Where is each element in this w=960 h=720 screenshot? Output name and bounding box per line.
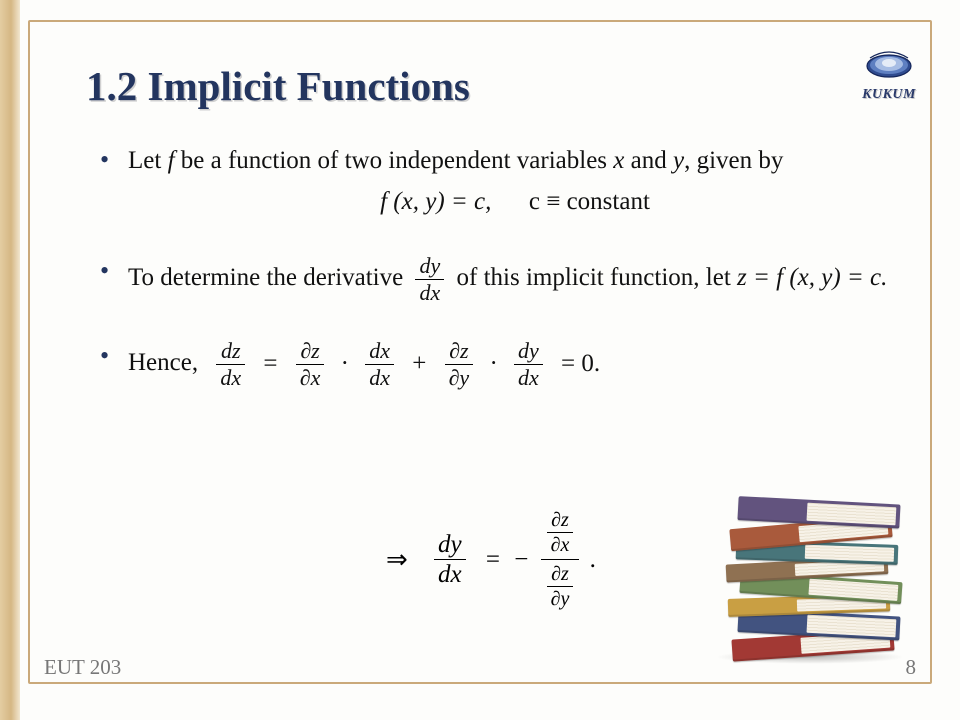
frac-pz-px: ∂z∂x	[296, 340, 325, 389]
fraction-dy-dx: dydx	[415, 255, 444, 304]
var-f: f	[168, 147, 175, 174]
equals: =	[263, 347, 277, 382]
frac-dx-dx: dxdx	[365, 340, 394, 389]
eq-rhs: c ≡ constant	[529, 188, 650, 215]
equals-zero: = 0.	[561, 347, 600, 382]
text: be a function of two independent variabl…	[175, 147, 614, 174]
frac-pz-py-bot: ∂z∂y	[547, 564, 574, 609]
var-y: y	[673, 147, 684, 174]
text: Let	[128, 147, 168, 174]
dot: ·	[341, 347, 349, 382]
equation-1: f (x, y) = c, c ≡ constant	[128, 185, 902, 220]
dot: ·	[489, 347, 497, 382]
text: To determine the derivative	[128, 264, 409, 291]
plus: +	[412, 347, 426, 382]
text: , given by	[684, 147, 783, 174]
bullet-1: Let f be a function of two independent v…	[96, 144, 902, 219]
result-equation: ⇒ dy dx = − ∂z∂x ∂z∂y .	[386, 510, 596, 609]
expr-z: z = f (x, y) = c.	[737, 264, 887, 291]
nested-fraction: ∂z∂x ∂z∂y	[541, 510, 580, 609]
books-illustration	[720, 466, 900, 656]
frac-pz-py: ∂z∂y	[445, 340, 474, 389]
slide-title: 1.2 Implicit Functions	[86, 62, 902, 110]
left-accent-bar	[0, 0, 20, 720]
slide-footer: EUT 203 8	[44, 655, 916, 680]
frac-dy-dx-2: dydx	[514, 340, 543, 389]
hence-label: Hence,	[128, 349, 198, 376]
period: .	[590, 546, 596, 573]
bullet-3: Hence, dzdx = ∂z∂x · dxdx + ∂z∂y · dydx …	[96, 340, 902, 389]
eq-lhs: f (x, y) = c,	[380, 188, 491, 215]
minus: −	[514, 546, 528, 573]
implies-icon: ⇒	[386, 545, 408, 574]
course-code: EUT 203	[44, 655, 121, 679]
equals: =	[486, 546, 500, 573]
chain-rule-equation: dzdx = ∂z∂x · dxdx + ∂z∂y · dydx = 0.	[210, 340, 606, 389]
slide: KUKUM 1.2 Implicit Functions Let f be a …	[0, 0, 960, 720]
book	[737, 496, 900, 528]
text: of this implicit function, let	[450, 264, 737, 291]
bullet-list: Let f be a function of two independent v…	[86, 144, 902, 389]
frac-pz-px-top: ∂z∂x	[547, 510, 574, 555]
text: and	[624, 147, 673, 174]
frac-dy-dx-result: dy dx	[434, 532, 466, 587]
var-x: x	[613, 147, 624, 174]
frac-dz-dx: dzdx	[216, 340, 245, 389]
page-number: 8	[906, 655, 917, 680]
bullet-2: To determine the derivative dydx of this…	[96, 255, 902, 304]
